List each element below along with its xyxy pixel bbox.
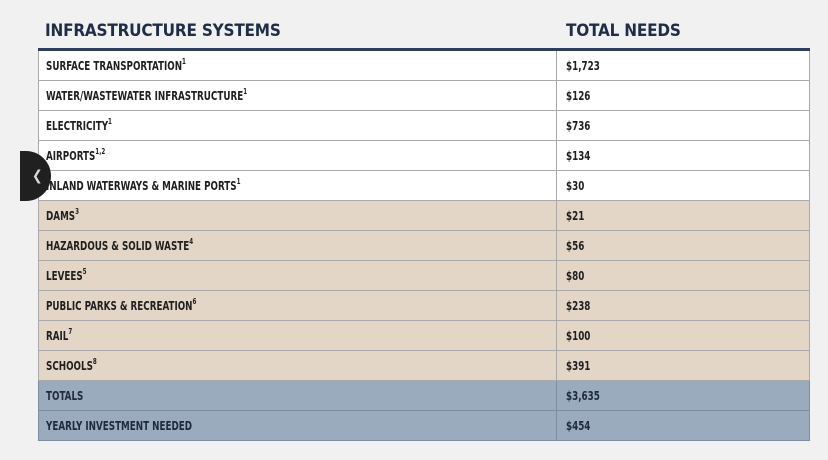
- needs-cell: $391: [557, 351, 810, 380]
- table-row: RAIL7 $100: [38, 321, 810, 351]
- system-cell: SURFACE TRANSPORTATION1: [38, 51, 557, 80]
- needs-value: $391: [566, 358, 591, 373]
- system-cell: DAMS3: [38, 201, 557, 230]
- system-name: LEVEES5: [46, 267, 87, 284]
- table-body: SURFACE TRANSPORTATION1 $1,723 WATER/WASTE…: [38, 51, 810, 441]
- system-label: SCHOOLS: [46, 358, 93, 373]
- needs-value: $1,723: [566, 58, 600, 73]
- needs-value: $21: [566, 208, 585, 223]
- needs-value: $30: [566, 178, 585, 193]
- system-label: PUBLIC PARKS & RECREATION: [46, 298, 193, 313]
- header-cell-needs: TOTAL NEEDS: [557, 21, 810, 41]
- needs-value: $80: [566, 268, 585, 283]
- needs-cell: $100: [557, 321, 810, 350]
- needs-cell: $736: [557, 111, 810, 140]
- needs-cell: $1,723: [557, 51, 810, 80]
- table-row: AIRPORTS1,2 $134: [38, 141, 810, 171]
- system-label: WATER/WASTEWATER INFRASTRUCTURE: [46, 88, 244, 103]
- system-cell: LEVEES5: [38, 261, 557, 290]
- system-name: DAMS3: [46, 207, 80, 224]
- system-cell: AIRPORTS1,2: [38, 141, 557, 170]
- system-cell: HAZARDOUS & SOLID WASTE4: [38, 231, 557, 260]
- needs-cell: $3,635: [557, 381, 810, 410]
- needs-cell: $21: [557, 201, 810, 230]
- table-row: SURFACE TRANSPORTATION1 $1,723: [38, 51, 810, 81]
- needs-value: $454: [566, 418, 591, 433]
- system-name: ELECTRICITY1: [46, 117, 112, 134]
- needs-cell: $126: [557, 81, 810, 110]
- footnote-marker: 5: [82, 267, 87, 276]
- header-label-systems: INFRASTRUCTURE SYSTEMS: [45, 21, 281, 41]
- system-name: PUBLIC PARKS & RECREATION6: [46, 297, 197, 314]
- needs-cell: $56: [557, 231, 810, 260]
- system-cell: YEARLY INVESTMENT NEEDED: [38, 411, 557, 440]
- system-cell: SCHOOLS8: [38, 351, 557, 380]
- footnote-marker: 7: [68, 327, 73, 336]
- footnote-marker: 1: [243, 87, 248, 96]
- system-name: AIRPORTS1,2: [46, 147, 106, 164]
- system-label: DAMS: [46, 208, 76, 223]
- needs-cell: $238: [557, 291, 810, 320]
- chevron-left-icon: ❮: [32, 168, 43, 184]
- system-label: HAZARDOUS & SOLID WASTE: [46, 238, 190, 253]
- infrastructure-needs-table: INFRASTRUCTURE SYSTEMS TOTAL NEEDS SURFA…: [38, 14, 810, 441]
- system-label: AIRPORTS: [46, 148, 96, 163]
- table-row: TOTALS $3,635: [38, 381, 810, 411]
- system-name: SURFACE TRANSPORTATION1: [46, 57, 186, 74]
- needs-cell: $80: [557, 261, 810, 290]
- system-name: WATER/WASTEWATER INFRASTRUCTURE1: [46, 87, 248, 104]
- footnote-marker: 8: [92, 357, 97, 366]
- system-name: SCHOOLS8: [46, 357, 97, 374]
- table-row: DAMS3 $21: [38, 201, 810, 231]
- needs-value: $134: [566, 148, 591, 163]
- needs-value: $56: [566, 238, 585, 253]
- needs-value: $100: [566, 328, 591, 343]
- system-label: INLAND WATERWAYS & MARINE PORTS: [46, 178, 237, 193]
- needs-cell: $454: [557, 411, 810, 440]
- footnote-marker: 1,2: [95, 147, 106, 156]
- system-cell: WATER/WASTEWATER INFRASTRUCTURE1: [38, 81, 557, 110]
- system-cell: RAIL7: [38, 321, 557, 350]
- system-name: RAIL7: [46, 327, 73, 344]
- header-label-needs: TOTAL NEEDS: [566, 21, 681, 41]
- system-label: LEVEES: [46, 268, 83, 283]
- table-row: WATER/WASTEWATER INFRASTRUCTURE1 $126: [38, 81, 810, 111]
- needs-value: $736: [566, 118, 591, 133]
- system-label: SURFACE TRANSPORTATION: [46, 58, 183, 73]
- system-label: ELECTRICITY: [46, 118, 109, 133]
- system-cell: INLAND WATERWAYS & MARINE PORTS1: [38, 171, 557, 200]
- table-row: HAZARDOUS & SOLID WASTE4 $56: [38, 231, 810, 261]
- system-label: RAIL: [46, 328, 69, 343]
- system-name: TOTALS: [46, 388, 83, 403]
- table-row: SCHOOLS8 $391: [38, 351, 810, 381]
- system-name: HAZARDOUS & SOLID WASTE4: [46, 237, 194, 254]
- system-label: YEARLY INVESTMENT NEEDED: [46, 418, 193, 433]
- needs-value: $126: [566, 88, 591, 103]
- table-row: INLAND WATERWAYS & MARINE PORTS1 $30: [38, 171, 810, 201]
- needs-cell: $30: [557, 171, 810, 200]
- footnote-marker: 1: [108, 117, 112, 126]
- needs-value: $3,635: [566, 388, 600, 403]
- system-name: INLAND WATERWAYS & MARINE PORTS1: [46, 177, 241, 194]
- system-cell: ELECTRICITY1: [38, 111, 557, 140]
- footnote-marker: 1: [236, 177, 241, 186]
- table-header: INFRASTRUCTURE SYSTEMS TOTAL NEEDS: [38, 14, 810, 51]
- system-cell: TOTALS: [38, 381, 557, 410]
- system-label: TOTALS: [46, 388, 84, 403]
- table-row: ELECTRICITY1 $736: [38, 111, 810, 141]
- footnote-marker: 1: [182, 57, 186, 66]
- needs-cell: $134: [557, 141, 810, 170]
- table-row: YEARLY INVESTMENT NEEDED $454: [38, 411, 810, 441]
- table-row: LEVEES5 $80: [38, 261, 810, 291]
- footnote-marker: 3: [75, 207, 80, 216]
- system-name: YEARLY INVESTMENT NEEDED: [46, 418, 192, 433]
- table-row: PUBLIC PARKS & RECREATION6 $238: [38, 291, 810, 321]
- footnote-marker: 6: [192, 297, 197, 306]
- footnote-marker: 4: [189, 237, 194, 246]
- header-cell-systems: INFRASTRUCTURE SYSTEMS: [38, 21, 557, 41]
- needs-value: $238: [566, 298, 591, 313]
- system-cell: PUBLIC PARKS & RECREATION6: [38, 291, 557, 320]
